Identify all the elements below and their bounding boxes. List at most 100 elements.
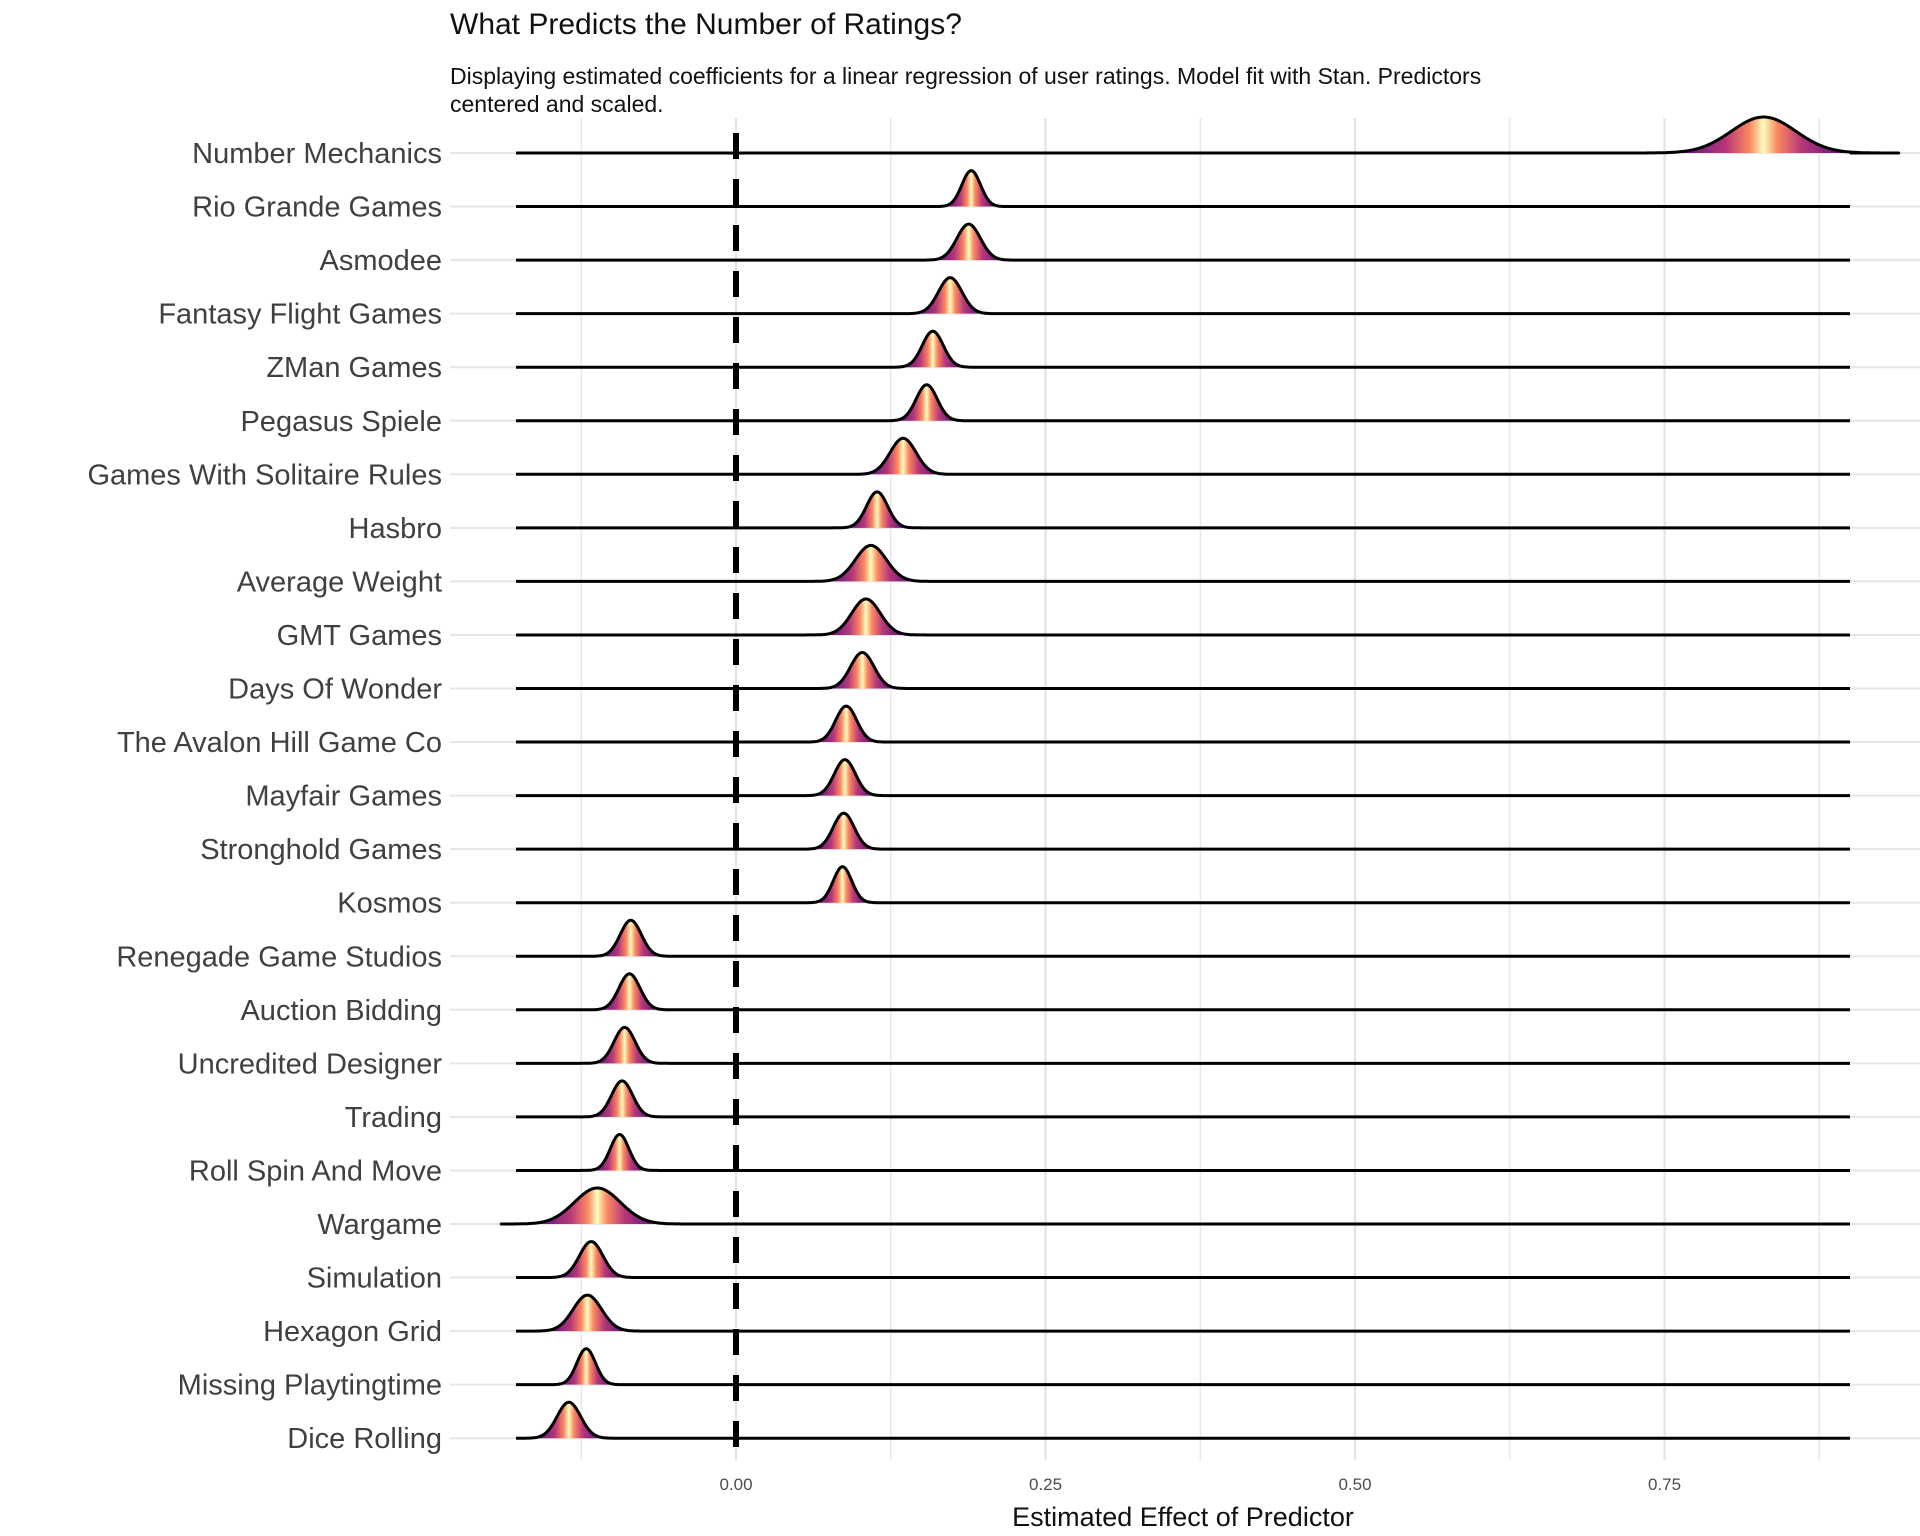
density-outline [516, 329, 1850, 369]
category-label: Dice Rolling [287, 1423, 442, 1455]
density-outline [516, 490, 1850, 530]
density-outline [516, 1079, 1850, 1119]
density-fill [802, 706, 891, 743]
ridge-average-weight [516, 543, 1850, 583]
ridge-uncredited-designer [516, 1025, 1850, 1065]
ridge-rio-grande-games [516, 169, 1850, 209]
density-fill [803, 866, 882, 903]
ridge-fantasy-flight-games [516, 276, 1850, 316]
x-tick-labels: 0.00 0.25 0.50 0.75 [719, 1475, 1681, 1494]
density-fill [1628, 117, 1899, 153]
category-label: Days Of Wonder [228, 674, 442, 706]
ridge-auction-bidding [516, 972, 1850, 1012]
category-label: Stronghold Games [200, 834, 442, 866]
x-axis-title: Estimated Effect of Predictor [1012, 1502, 1354, 1532]
density-fill [527, 1295, 648, 1332]
density-outline [516, 436, 1850, 476]
ridge-asmodee [516, 222, 1850, 262]
density-fill [832, 491, 922, 528]
density-outline [516, 918, 1850, 958]
category-label: Missing Playtingtime [178, 1370, 442, 1402]
grid-layer [450, 118, 1920, 1460]
category-label: Kosmos [337, 888, 442, 920]
density-outline [499, 1186, 1850, 1226]
category-label: Fantasy Flight Games [158, 299, 442, 331]
ridges [499, 115, 1901, 1440]
density-outline [516, 704, 1850, 744]
category-label: Asmodee [319, 245, 442, 277]
category-label: Games With Solitaire Rules [87, 459, 442, 491]
density-outline [516, 383, 1850, 423]
category-label: Renegade Game Studios [116, 941, 442, 973]
category-label: Pegasus Spiele [240, 406, 442, 438]
ridge-pegasus-spiele [516, 383, 1850, 423]
ridge-number-mechanics [516, 115, 1901, 155]
density-fill [586, 920, 675, 957]
ridge-stronghold-games [516, 811, 1850, 851]
density-outline [516, 758, 1850, 798]
density-fill [900, 277, 1000, 314]
density-outline [516, 276, 1850, 316]
category-labels: Number Mechanics Rio Grande Games Asmodee F… [87, 138, 442, 1455]
ridge-trading [516, 1079, 1850, 1119]
category-label: Trading [345, 1102, 442, 1134]
density-fill [547, 1348, 626, 1385]
category-label: Wargame [317, 1209, 442, 1241]
density-fill [919, 224, 1019, 261]
density-outline [516, 811, 1850, 851]
x-tick-label: 0.25 [1029, 1475, 1062, 1494]
density-fill [580, 1134, 659, 1171]
ridge-simulation [516, 1240, 1850, 1280]
category-label: Auction Bidding [240, 995, 442, 1027]
category-label: Rio Grande Games [192, 192, 442, 224]
density-fill [882, 384, 971, 421]
category-label: The Avalon Hill Game Co [117, 727, 442, 759]
density-outline [516, 169, 1850, 209]
category-label: Mayfair Games [245, 781, 442, 813]
x-tick-label: 0.75 [1648, 1475, 1681, 1494]
ridge-missing-playtingtime [516, 1347, 1850, 1387]
chart-title: What Predicts the Number of Ratings? [450, 8, 962, 41]
density-outline [516, 1400, 1850, 1440]
ridge-mayfair-games [516, 758, 1850, 798]
density-outline [516, 597, 1850, 637]
ridge-hasbro [516, 490, 1850, 530]
ridge-roll-spin-and-move [516, 1133, 1850, 1172]
density-fill [805, 545, 936, 582]
ridge-kosmos [516, 865, 1850, 905]
category-label: Uncredited Designer [178, 1048, 443, 1080]
category-label: Hexagon Grid [263, 1316, 442, 1348]
density-outline [516, 1293, 1850, 1333]
category-label: ZMan Games [266, 352, 442, 384]
density-outline [516, 972, 1850, 1012]
density-fill [848, 438, 958, 475]
category-label: Average Weight [237, 566, 442, 598]
density-outline [516, 1347, 1850, 1387]
x-tick-label: 0.50 [1338, 1475, 1371, 1494]
density-outline [516, 865, 1850, 905]
density-fill [812, 652, 912, 689]
ridge-days-of-wonder [516, 651, 1850, 690]
density-fill [806, 599, 926, 635]
ridge-renegade-game-studios [516, 918, 1850, 958]
ridge-zman-games [516, 329, 1850, 369]
category-label: Hasbro [349, 513, 443, 545]
density-outline [516, 543, 1850, 583]
density-outline [516, 1133, 1850, 1172]
density-fill [799, 813, 888, 850]
density-outline [516, 222, 1850, 262]
density-fill [585, 973, 674, 1010]
category-label: Number Mechanics [192, 138, 442, 170]
chart-subtitle: Displaying estimated coefficients for a … [450, 63, 1482, 117]
density-fill [501, 1188, 694, 1224]
category-label: Roll Spin And Move [189, 1155, 442, 1187]
ridge-dice-rolling [516, 1400, 1850, 1440]
density-outline [516, 651, 1850, 690]
density-fill [577, 1080, 667, 1117]
ridge-gmt-games [516, 597, 1850, 637]
ridge-the-avalon-hill-game-co [516, 704, 1850, 744]
density-outline [516, 115, 1901, 155]
density-fill [800, 759, 890, 796]
category-label: GMT Games [277, 620, 442, 652]
